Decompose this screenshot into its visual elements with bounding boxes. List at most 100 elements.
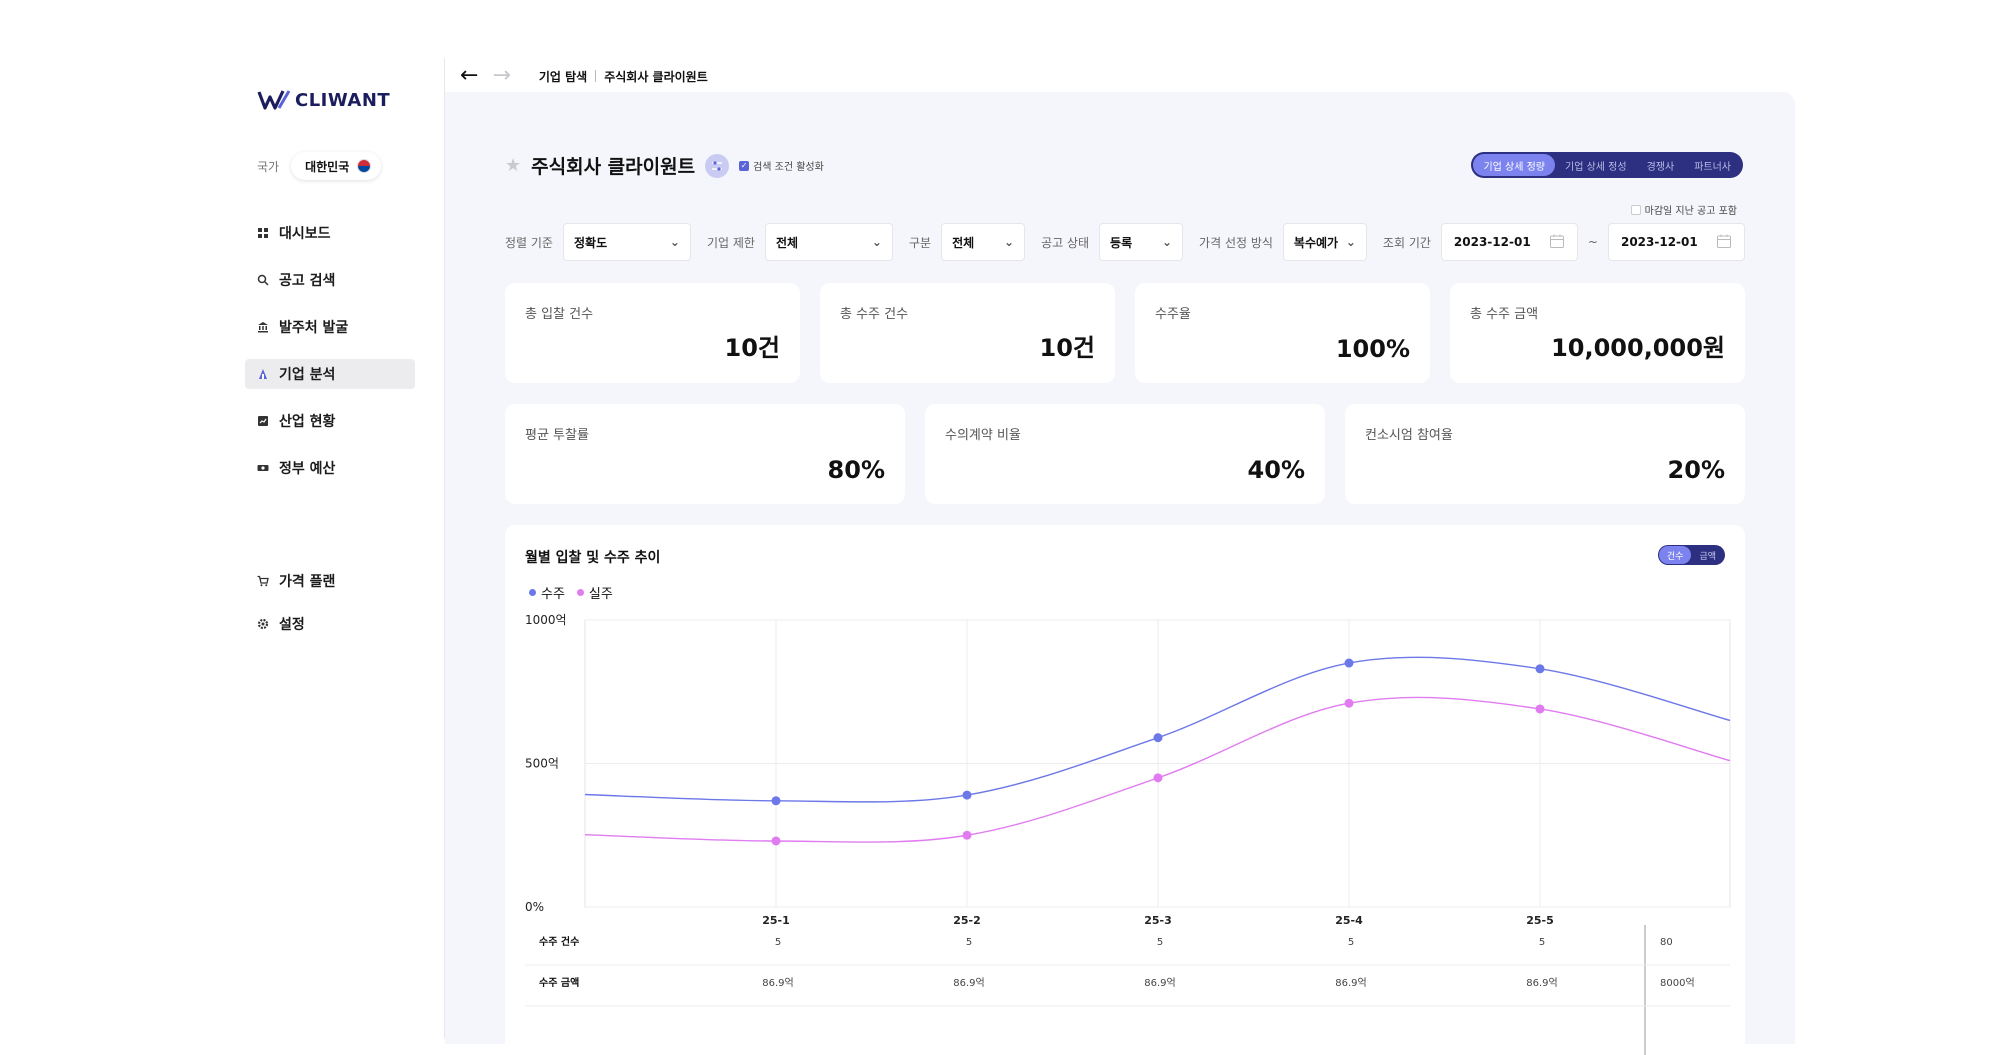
stats-cards: 총 입찰 건수 10건 총 수주 건수 10건 수주율 100% 총 수주 금액… xyxy=(505,283,1745,525)
sidebar-divider xyxy=(444,58,445,1038)
data-point xyxy=(1535,704,1545,714)
table-row-label: 수주 건수 xyxy=(539,935,579,948)
stat-label: 총 수주 금액 xyxy=(1470,307,1539,322)
sidebar-item-dashboard[interactable]: 대시보드 xyxy=(245,218,415,248)
cart-icon xyxy=(257,575,269,587)
data-point xyxy=(1344,658,1354,668)
sidebar-item-label: 가격 플랜 xyxy=(279,574,336,590)
stat-card-avg-bid-rate: 평균 투찰률 80% xyxy=(505,404,905,504)
price-method-select[interactable]: 복수예가 ⌄ xyxy=(1282,223,1367,261)
table-cell: 86.9억 xyxy=(762,977,793,989)
sidebar-item-company-analysis[interactable]: 기업 분석 xyxy=(245,359,415,389)
data-point xyxy=(1535,664,1545,674)
breadcrumb-item[interactable]: 기업 탐색 xyxy=(538,69,588,84)
star-icon[interactable]: ★ xyxy=(505,155,522,176)
tab-partners[interactable]: 파트너사 xyxy=(1694,161,1731,173)
price-method-value: 복수예가 xyxy=(1293,235,1339,250)
data-point xyxy=(1344,698,1354,708)
chevron-down-icon: ⌄ xyxy=(1161,235,1173,249)
sidebar-item-settings[interactable]: 설정 xyxy=(245,609,415,639)
filter-bar: 정렬 기준 정확도 ⌄ 기업 제한 전체 ⌄ 구분 전체 ⌄ 공고 상태 등록 … xyxy=(505,223,1745,261)
tab-quantitative[interactable]: 기업 상세 정량 xyxy=(1473,154,1556,176)
calendar-icon xyxy=(1549,233,1565,252)
legend-label: 실주 xyxy=(588,587,613,602)
type-label: 구분 xyxy=(908,235,932,250)
table-cell: 5 xyxy=(1157,937,1163,948)
title-row: ★ 주식회사 클라이원트 ✓ 검색 조건 활성화 xyxy=(505,152,824,179)
sidebar-item-budget[interactable]: 정부 예산 xyxy=(245,453,415,483)
date-to-input[interactable]: 2023-12-01 xyxy=(1607,223,1745,261)
check-icon: ✓ xyxy=(739,160,750,171)
sort-value: 정확도 xyxy=(573,235,608,250)
chevron-down-icon: ⌄ xyxy=(1345,235,1356,249)
past-notice-checkbox[interactable]: 마감일 지난 공고 포함 xyxy=(1630,202,1737,217)
stats-row-1: 총 입찰 건수 10건 총 수주 건수 10건 수주율 100% 총 수주 금액… xyxy=(505,283,1745,383)
back-arrow-icon[interactable]: ← xyxy=(460,63,479,88)
toggle-amount[interactable]: 금액 xyxy=(1699,551,1716,562)
company-limit-select[interactable]: 전체 ⌄ xyxy=(764,223,893,261)
status-label: 공고 상태 xyxy=(1041,235,1090,250)
legend-label: 수주 xyxy=(541,587,565,602)
stats-row-2: 평균 투찰률 80% 수의계약 비율 40% 컨소시엄 참여율 20% xyxy=(505,404,1745,504)
building-icon xyxy=(257,368,269,380)
date-from-input[interactable]: 2023-12-01 xyxy=(1440,223,1578,261)
search-condition-label: 검색 조건 활성화 xyxy=(753,162,824,173)
date-from-value: 2023-12-01 xyxy=(1453,235,1531,249)
table-total-cell: 8000억 xyxy=(1660,977,1695,989)
search-condition-toggle[interactable]: ✓ 검색 조건 활성화 xyxy=(739,158,824,173)
stat-label: 수주율 xyxy=(1155,307,1191,322)
logo-text: CLIWANT xyxy=(295,89,391,111)
sidebar-item-industry[interactable]: 산업 현황 xyxy=(245,406,415,436)
country-label: 국가 xyxy=(257,159,280,174)
chart-legend: 수주 실주 xyxy=(529,583,613,602)
x-tick-label: 25-3 xyxy=(1144,914,1172,927)
tab-qualitative[interactable]: 기업 상세 정성 xyxy=(1565,161,1627,173)
sort-select[interactable]: 정확도 ⌄ xyxy=(562,223,691,261)
status-select[interactable]: 등록 ⌄ xyxy=(1099,223,1184,261)
page-title: 주식회사 클라이원트 xyxy=(531,156,696,178)
filter-settings-icon[interactable] xyxy=(705,153,730,178)
stat-label: 평균 투찰률 xyxy=(525,428,589,443)
stat-card-private-contract: 수의계약 비율 40% xyxy=(925,404,1325,504)
grid-icon xyxy=(257,227,269,239)
x-tick-label: 25-4 xyxy=(1335,914,1363,927)
stat-card-consortium: 컨소시엄 참여율 20% xyxy=(1345,404,1745,504)
gear-icon xyxy=(257,618,269,630)
sidebar-item-search[interactable]: 공고 검색 xyxy=(245,265,415,295)
table-total-cell: 80 xyxy=(1660,937,1673,948)
breadcrumb-separator xyxy=(595,70,597,82)
sidebar-item-label: 공고 검색 xyxy=(279,273,336,289)
y-tick-label: 500억 xyxy=(525,757,559,771)
sidebar-bottom-nav: 가격 플랜 설정 xyxy=(245,566,415,652)
sidebar-item-pricing[interactable]: 가격 플랜 xyxy=(245,566,415,596)
data-point xyxy=(962,790,972,800)
table-cell: 86.9억 xyxy=(953,977,984,989)
stat-card-total-wins: 총 수주 건수 10건 xyxy=(820,283,1115,383)
breadcrumb: 기업 탐색 주식회사 클라이원트 xyxy=(539,68,708,85)
chart-title: 월별 입찰 및 수주 추이 xyxy=(525,550,661,566)
date-range-separator: ~ xyxy=(1587,235,1598,249)
search-icon xyxy=(257,274,269,286)
table-cell: 5 xyxy=(1539,937,1545,948)
stat-value: 10,000,000원 xyxy=(1551,334,1725,362)
sidebar-item-label: 산업 현황 xyxy=(279,414,336,430)
logo[interactable]: CLIWANT xyxy=(257,88,390,112)
table-cell: 86.9억 xyxy=(1335,977,1366,989)
trend-chart: 0% 500억 1000억 25-1 25-2 25-3 25-4 25-5 수주 건수 5 5 5 5… xyxy=(525,613,1731,1055)
forward-arrow-icon[interactable]: → xyxy=(492,63,511,88)
tab-competitors[interactable]: 경쟁사 xyxy=(1646,161,1675,173)
date-to-value: 2023-12-01 xyxy=(1620,235,1698,249)
stat-label: 수의계약 비율 xyxy=(945,428,1021,443)
sidebar-item-agency[interactable]: 발주처 발굴 xyxy=(245,312,415,342)
bank-icon xyxy=(257,321,269,333)
toggle-count[interactable]: 건수 xyxy=(1658,546,1692,564)
country-dropdown[interactable]: 대한민국 xyxy=(291,152,382,180)
data-point xyxy=(962,830,972,840)
stat-card-total-bids: 총 입찰 건수 10건 xyxy=(505,283,800,383)
chart-icon xyxy=(257,415,269,427)
stat-card-total-amount: 총 수주 금액 10,000,000원 xyxy=(1450,283,1745,383)
type-select[interactable]: 전체 ⌄ xyxy=(941,223,1026,261)
chevron-down-icon: ⌄ xyxy=(669,235,680,249)
data-point xyxy=(771,836,781,846)
status-value: 등록 xyxy=(1110,235,1133,250)
